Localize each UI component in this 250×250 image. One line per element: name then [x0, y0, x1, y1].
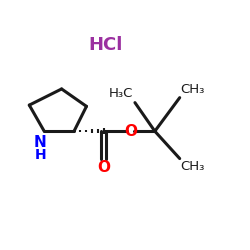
Text: O: O — [97, 160, 110, 175]
Text: CH₃: CH₃ — [180, 160, 204, 173]
Text: O: O — [124, 124, 137, 139]
Text: H: H — [35, 148, 46, 162]
Text: CH₃: CH₃ — [180, 83, 204, 96]
Text: HCl: HCl — [88, 36, 122, 54]
Text: H₃C: H₃C — [109, 88, 134, 101]
Text: N: N — [34, 135, 47, 150]
